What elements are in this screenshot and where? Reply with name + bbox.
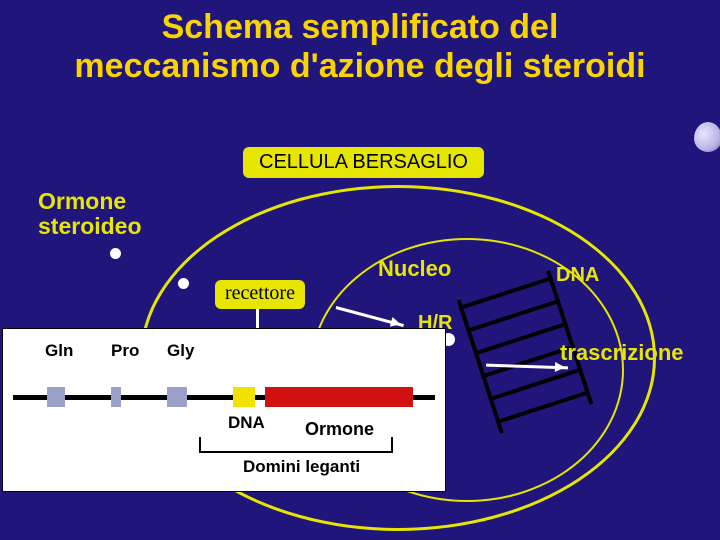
segment-gly (167, 387, 187, 407)
title-line-2: meccanismo d'azione degli steroidi (74, 47, 645, 85)
bracket (199, 437, 393, 453)
domain-bar (13, 387, 435, 407)
segment-pro (111, 387, 121, 407)
hormone-icon (178, 278, 189, 289)
hormone-icon (110, 248, 121, 259)
segment-gln (47, 387, 65, 407)
transcription-label: trascrizione (560, 340, 684, 366)
domain-dna-label: DNA (228, 413, 265, 433)
title-line-1: Schema semplificato del (162, 8, 559, 46)
receptor-tag: recettore (215, 280, 305, 309)
nucleus-label: Nucleo (378, 256, 451, 282)
segment-dna (233, 387, 255, 407)
residue-label: Gly (167, 341, 194, 361)
hormone-label: Ormone steroideo (38, 189, 142, 240)
title: Schema semplificato del meccanismo d'azi… (0, 8, 720, 86)
cell-tag: CELLULA BERSAGLIO (243, 147, 484, 178)
residue-label: Pro (111, 341, 139, 361)
segment-hormone (265, 387, 413, 407)
residue-label: Gln (45, 341, 73, 361)
decorative-bulb (694, 122, 720, 152)
diagram-stage: Schema semplificato del meccanismo d'azi… (0, 0, 720, 540)
domain-caption: Domini leganti (243, 457, 360, 477)
domain-panel: Gln Pro Gly DNA Ormone Domini leganti (2, 328, 446, 492)
